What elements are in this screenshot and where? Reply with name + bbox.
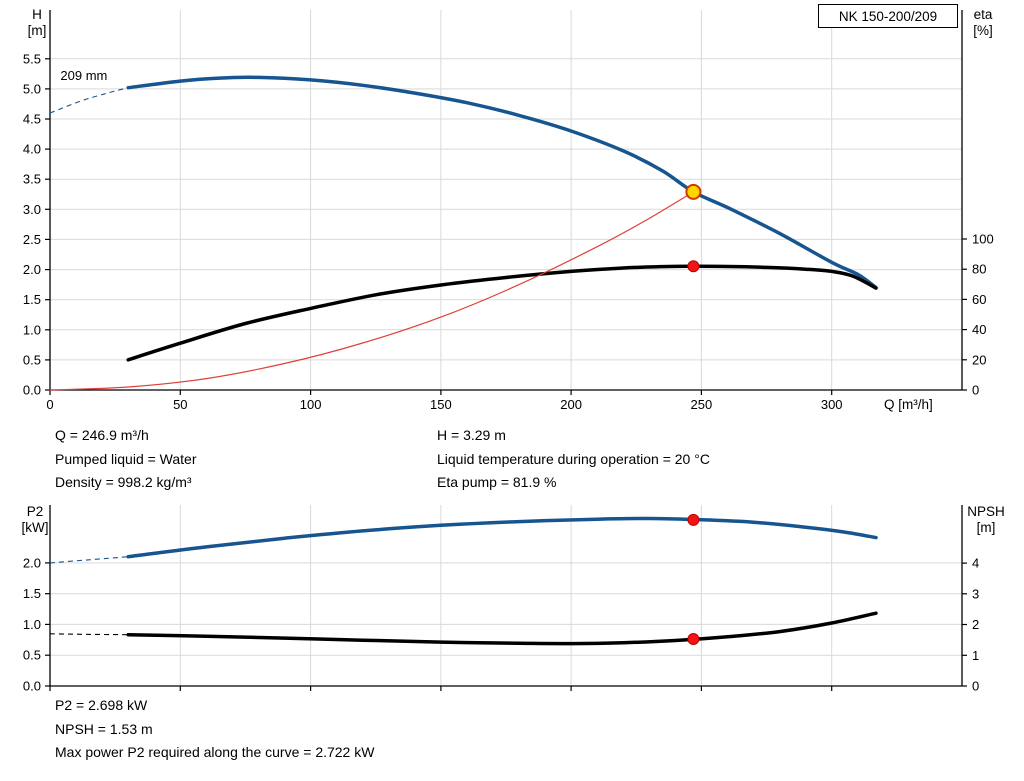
y-right-axis-label: NPSH — [967, 504, 1005, 519]
pump-model-label: NK 150-200/209 — [838, 8, 938, 24]
y-left-tick-label: 2.5 — [23, 232, 41, 247]
y-left-tick-label: 3.0 — [23, 202, 41, 217]
y-left-tick-label: 1.5 — [23, 586, 41, 601]
y-right-tick-label: 1 — [972, 648, 979, 663]
liquid-temperature-value: Liquid temperature during operation = 20… — [437, 450, 710, 467]
y-right-tick-label: 2 — [972, 617, 979, 632]
npsh-point — [687, 633, 700, 645]
p2-curve — [126, 516, 878, 559]
y-left-axis-label: P2 — [27, 504, 44, 519]
y-left-tick-label: 0.0 — [23, 383, 41, 398]
head-eta-chart: 0 50 100 150 200 250 3000.00.51.01.52.02.53.03… — [23, 7, 994, 412]
pumped-liquid-value: Pumped liquid = Water — [55, 450, 197, 467]
y-right-tick-label: 40 — [972, 322, 986, 337]
duty-info-right: H = 3.29 m Liquid temperature during ope… — [437, 424, 710, 495]
y-right-axis-unit: [m] — [977, 520, 996, 535]
density-value: Density = 998.2 kg/m³ — [55, 474, 192, 490]
head-curve — [126, 75, 878, 290]
y-left-tick-label: 0.5 — [23, 648, 41, 663]
npsh-value: NPSH = 1.53 m — [55, 720, 153, 737]
x-tick-label: 300 — [821, 397, 843, 412]
y-right-axis-label: eta — [974, 7, 993, 22]
y-right-tick-label: 80 — [972, 262, 986, 277]
x-tick-label: 0 — [46, 397, 53, 412]
npsh-curve — [126, 611, 878, 646]
y-right-tick-label: 20 — [972, 352, 986, 367]
impeller-diameter-label: 209 mm — [60, 68, 107, 83]
y-left-tick-label: 2.0 — [23, 555, 41, 570]
x-tick-label: 250 — [691, 397, 713, 412]
y-right-tick-label: 60 — [972, 292, 986, 307]
efficiency-curve — [126, 264, 878, 362]
pump-model-box: NK 150-200/209 — [818, 4, 958, 28]
max-power-value: Max power P2 required along the curve = … — [55, 744, 375, 760]
efficiency-point — [687, 260, 700, 273]
y-right-tick-label: 100 — [972, 232, 994, 247]
y-left-tick-label: 2.0 — [23, 262, 41, 277]
y-left-axis-unit: [m] — [28, 23, 47, 38]
system-curve — [49, 191, 694, 391]
y-right-tick-label: 4 — [972, 556, 979, 571]
y-left-tick-label: 5.5 — [23, 51, 41, 66]
y-left-tick-label: 4.0 — [23, 142, 41, 157]
x-tick-label: 150 — [430, 397, 452, 412]
power-npsh-chart: 0.0 0.5 1.0 1.5 2.0 0 1 2 3 4 P2[kW] NPSH[m] — [22, 504, 1005, 694]
npsh-curve-lead — [49, 633, 129, 636]
y-right-tick-label: 0 — [972, 383, 979, 398]
y-left-tick-label: 5.0 — [23, 81, 41, 96]
p2-curve-lead — [49, 556, 129, 564]
eta-pump-value: Eta pump = 81.9 % — [437, 474, 557, 490]
duty-point[interactable] — [685, 183, 702, 200]
y-left-tick-label: 0.0 — [23, 679, 41, 694]
p2-value: P2 = 2.698 kW — [55, 697, 148, 713]
y-left-tick-label: 4.5 — [23, 112, 41, 127]
x-axis-label: Q [m³/h] — [884, 397, 933, 412]
y-right-axis-unit: [%] — [973, 23, 993, 38]
y-left-tick-label: 1.0 — [23, 617, 41, 632]
y-right-tick-label: 3 — [972, 586, 979, 601]
y-left-tick-label: 3.5 — [23, 172, 41, 187]
head-curve-lead — [49, 87, 129, 114]
flow-value: Q = 246.9 m³/h — [55, 427, 149, 443]
y-left-tick-label: 0.5 — [23, 352, 41, 367]
x-tick-label: 50 — [173, 397, 187, 412]
y-right-tick-label: 0 — [972, 679, 979, 694]
x-tick-label: 200 — [560, 397, 582, 412]
head-value: H = 3.29 m — [437, 427, 506, 443]
duty-info-left: Q = 246.9 m³/h Pumped liquid = Water Den… — [55, 424, 197, 495]
x-tick-label: 100 — [300, 397, 322, 412]
p2-point — [687, 513, 700, 526]
y-left-axis-label: H — [32, 7, 42, 22]
y-left-axis-unit: [kW] — [22, 520, 49, 535]
power-info: P2 = 2.698 kW NPSH = 1.53 m Max power P2… — [55, 694, 374, 765]
y-left-tick-label: 1.5 — [23, 292, 41, 307]
y-left-tick-label: 1.0 — [23, 322, 41, 337]
